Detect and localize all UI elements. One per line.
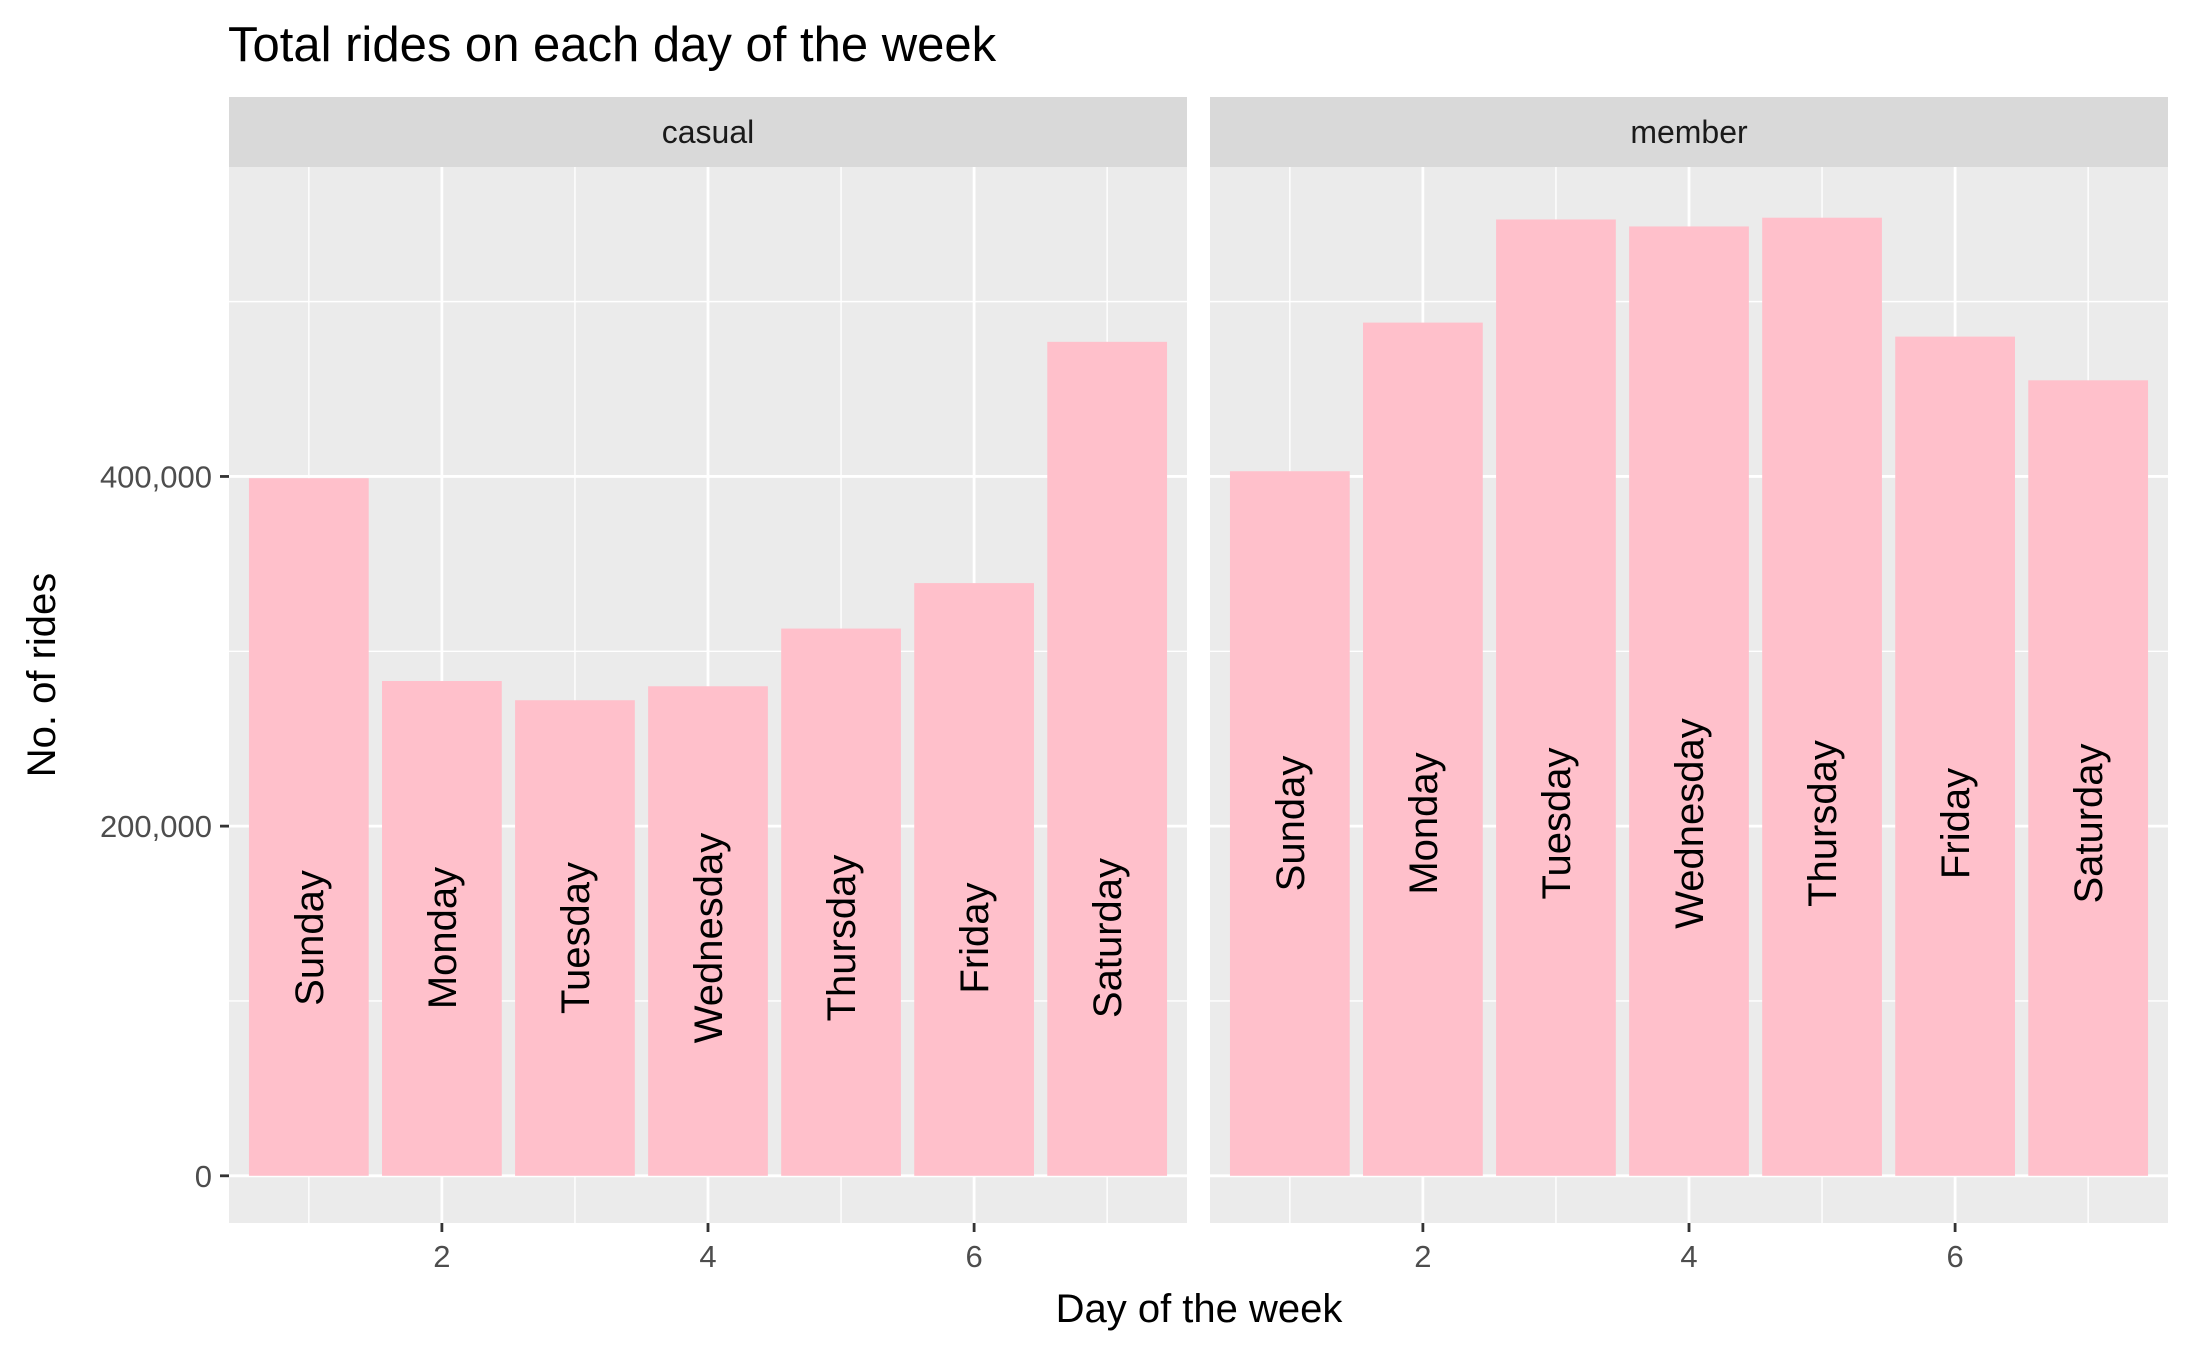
bar-label: Friday <box>1934 768 1978 879</box>
bar-member-wednesday <box>1629 226 1749 1176</box>
bar-label: Monday <box>421 867 465 1009</box>
x-tick-label: 4 <box>1680 1239 1697 1274</box>
bar-casual-monday <box>382 681 502 1176</box>
bar-casual-friday <box>914 583 1034 1176</box>
bar-member-friday <box>1895 336 2015 1176</box>
bar-label: Wednesday <box>687 833 731 1044</box>
bar-label: Monday <box>1402 752 1446 894</box>
facet-strip <box>229 97 1187 167</box>
bar-label: Tuesday <box>1535 748 1579 900</box>
x-tick-label: 4 <box>699 1239 716 1274</box>
bar-member-thursday <box>1762 217 1882 1176</box>
y-tick-label: 0 <box>195 1159 212 1194</box>
facets: casual Sunday Monday Tuesday Wednesday Thursd… <box>229 97 2168 1274</box>
facet-strip <box>1210 97 2168 167</box>
bar-label: Thursday <box>820 855 864 1022</box>
bar-casual-wednesday <box>648 686 768 1176</box>
bar-casual-thursday <box>781 628 901 1176</box>
bar-casual-saturday <box>1047 341 1168 1176</box>
bar-label: Saturday <box>2067 743 2111 903</box>
x-tick-label: 2 <box>1414 1239 1431 1274</box>
facet-strip-label: casual <box>662 114 755 150</box>
facet-strip-label: member <box>1630 114 1748 150</box>
bar-member-sunday <box>1229 471 1350 1176</box>
x-tick-label: 2 <box>433 1239 450 1274</box>
bar-member-monday <box>1363 322 1483 1176</box>
bar-label: Sunday <box>288 870 332 1006</box>
y-tick-label: 400,000 <box>100 459 212 494</box>
y-tick-label: 200,000 <box>100 809 212 844</box>
x-tick-label: 6 <box>965 1239 982 1274</box>
bar-label: Wednesday <box>1668 718 1712 929</box>
bar-label: Thursday <box>1801 740 1845 907</box>
y-axis-title: No. of rides <box>20 573 64 778</box>
facet-panel-member: member Sunday Monday Tuesday Wednesday Thursd… <box>1210 97 2168 1274</box>
facet-panel-casual: casual Sunday Monday Tuesday Wednesday Thursd… <box>229 97 1187 1274</box>
x-axis-title: Day of the week <box>1056 1287 1344 1331</box>
bar-member-saturday <box>2028 380 2149 1176</box>
bar-member-tuesday <box>1496 219 1616 1176</box>
y-axis: 0 200,000 400,000 <box>100 459 229 1194</box>
chart-title: Total rides on each day of the week <box>228 18 997 72</box>
bar-casual-tuesday <box>515 700 635 1176</box>
bar-casual-sunday <box>248 478 369 1176</box>
bar-label: Friday <box>953 882 997 993</box>
bar-label: Saturday <box>1086 858 1130 1018</box>
bar-label: Tuesday <box>554 862 598 1014</box>
x-tick-label: 6 <box>1946 1239 1963 1274</box>
bar-label: Sunday <box>1269 756 1313 892</box>
